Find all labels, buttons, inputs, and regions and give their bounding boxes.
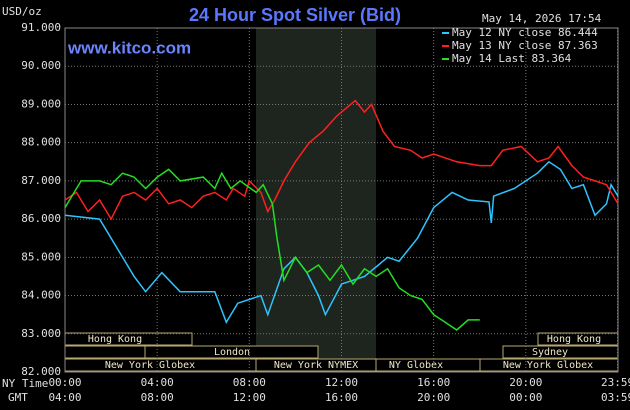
x2-tick-label: 08:00 bbox=[141, 391, 174, 404]
x2-tick-label: 16:00 bbox=[325, 391, 358, 404]
session-label: New York NYMEX bbox=[274, 360, 358, 371]
session-label: New York Globex bbox=[105, 360, 195, 371]
x2-axis-label: GMT bbox=[8, 391, 28, 404]
sessions: Hong Kong London New York Globex New Yor… bbox=[64, 332, 619, 372]
x-tick-label: 08:00 bbox=[233, 376, 266, 389]
nymex-shade bbox=[256, 28, 376, 372]
y-tick-label: 91.000 bbox=[21, 21, 61, 34]
x2-tick-label: 12:00 bbox=[233, 391, 266, 404]
x2-tick-label: 03:59 bbox=[601, 391, 630, 404]
legend-label: May 14 Last 83.364 bbox=[452, 52, 572, 65]
y-tick-label: 86.000 bbox=[21, 212, 61, 225]
timestamp: May 14, 2026 17:54 bbox=[482, 12, 602, 25]
legend-label: May 13 NY close 87.363 bbox=[452, 39, 598, 52]
site-label: www.kitco.com bbox=[67, 38, 191, 57]
x-axis-label: NY Time bbox=[2, 377, 48, 390]
session-label: Hong Kong bbox=[547, 334, 601, 345]
y-tick-label: 83.000 bbox=[21, 327, 61, 340]
session-label: New York Globex bbox=[503, 360, 593, 371]
legend-label: May 12 NY close 86.444 bbox=[452, 26, 598, 39]
y-tick-label: 87.000 bbox=[21, 174, 61, 187]
y-tick-label: 85.000 bbox=[21, 250, 61, 263]
series-line bbox=[64, 168, 480, 331]
x2-tick-label: 00:00 bbox=[509, 391, 542, 404]
x-tick-label: 16:00 bbox=[417, 376, 450, 389]
y-axis-label: USD/oz bbox=[2, 5, 42, 18]
series-line bbox=[64, 99, 619, 221]
y-tick-label: 82.000 bbox=[21, 365, 61, 378]
x-tick-label: 20:00 bbox=[509, 376, 542, 389]
session-label: NY Globex bbox=[389, 360, 443, 371]
session-bar bbox=[64, 345, 146, 359]
y-tick-label: 84.000 bbox=[21, 289, 61, 302]
x-tick-label: 12:00 bbox=[325, 376, 358, 389]
session-label: Hong Kong bbox=[88, 334, 142, 345]
y-tick-label: 88.000 bbox=[21, 136, 61, 149]
x-tick-label: 04:00 bbox=[141, 376, 174, 389]
chart-title: 24 Hour Spot Silver (Bid) bbox=[189, 5, 401, 25]
x-tick-label: 00:00 bbox=[48, 376, 81, 389]
y-tick-label: 90.000 bbox=[21, 59, 61, 72]
x-tick-label: 23:59 bbox=[601, 376, 630, 389]
x2-tick-label: 04:00 bbox=[48, 391, 81, 404]
session-label: London bbox=[214, 347, 250, 358]
session-label: Sydney bbox=[532, 347, 568, 358]
series-line bbox=[64, 160, 619, 325]
x2-tick-label: 20:00 bbox=[417, 391, 450, 404]
session-bar bbox=[144, 345, 319, 359]
y-tick-label: 89.000 bbox=[21, 97, 61, 110]
